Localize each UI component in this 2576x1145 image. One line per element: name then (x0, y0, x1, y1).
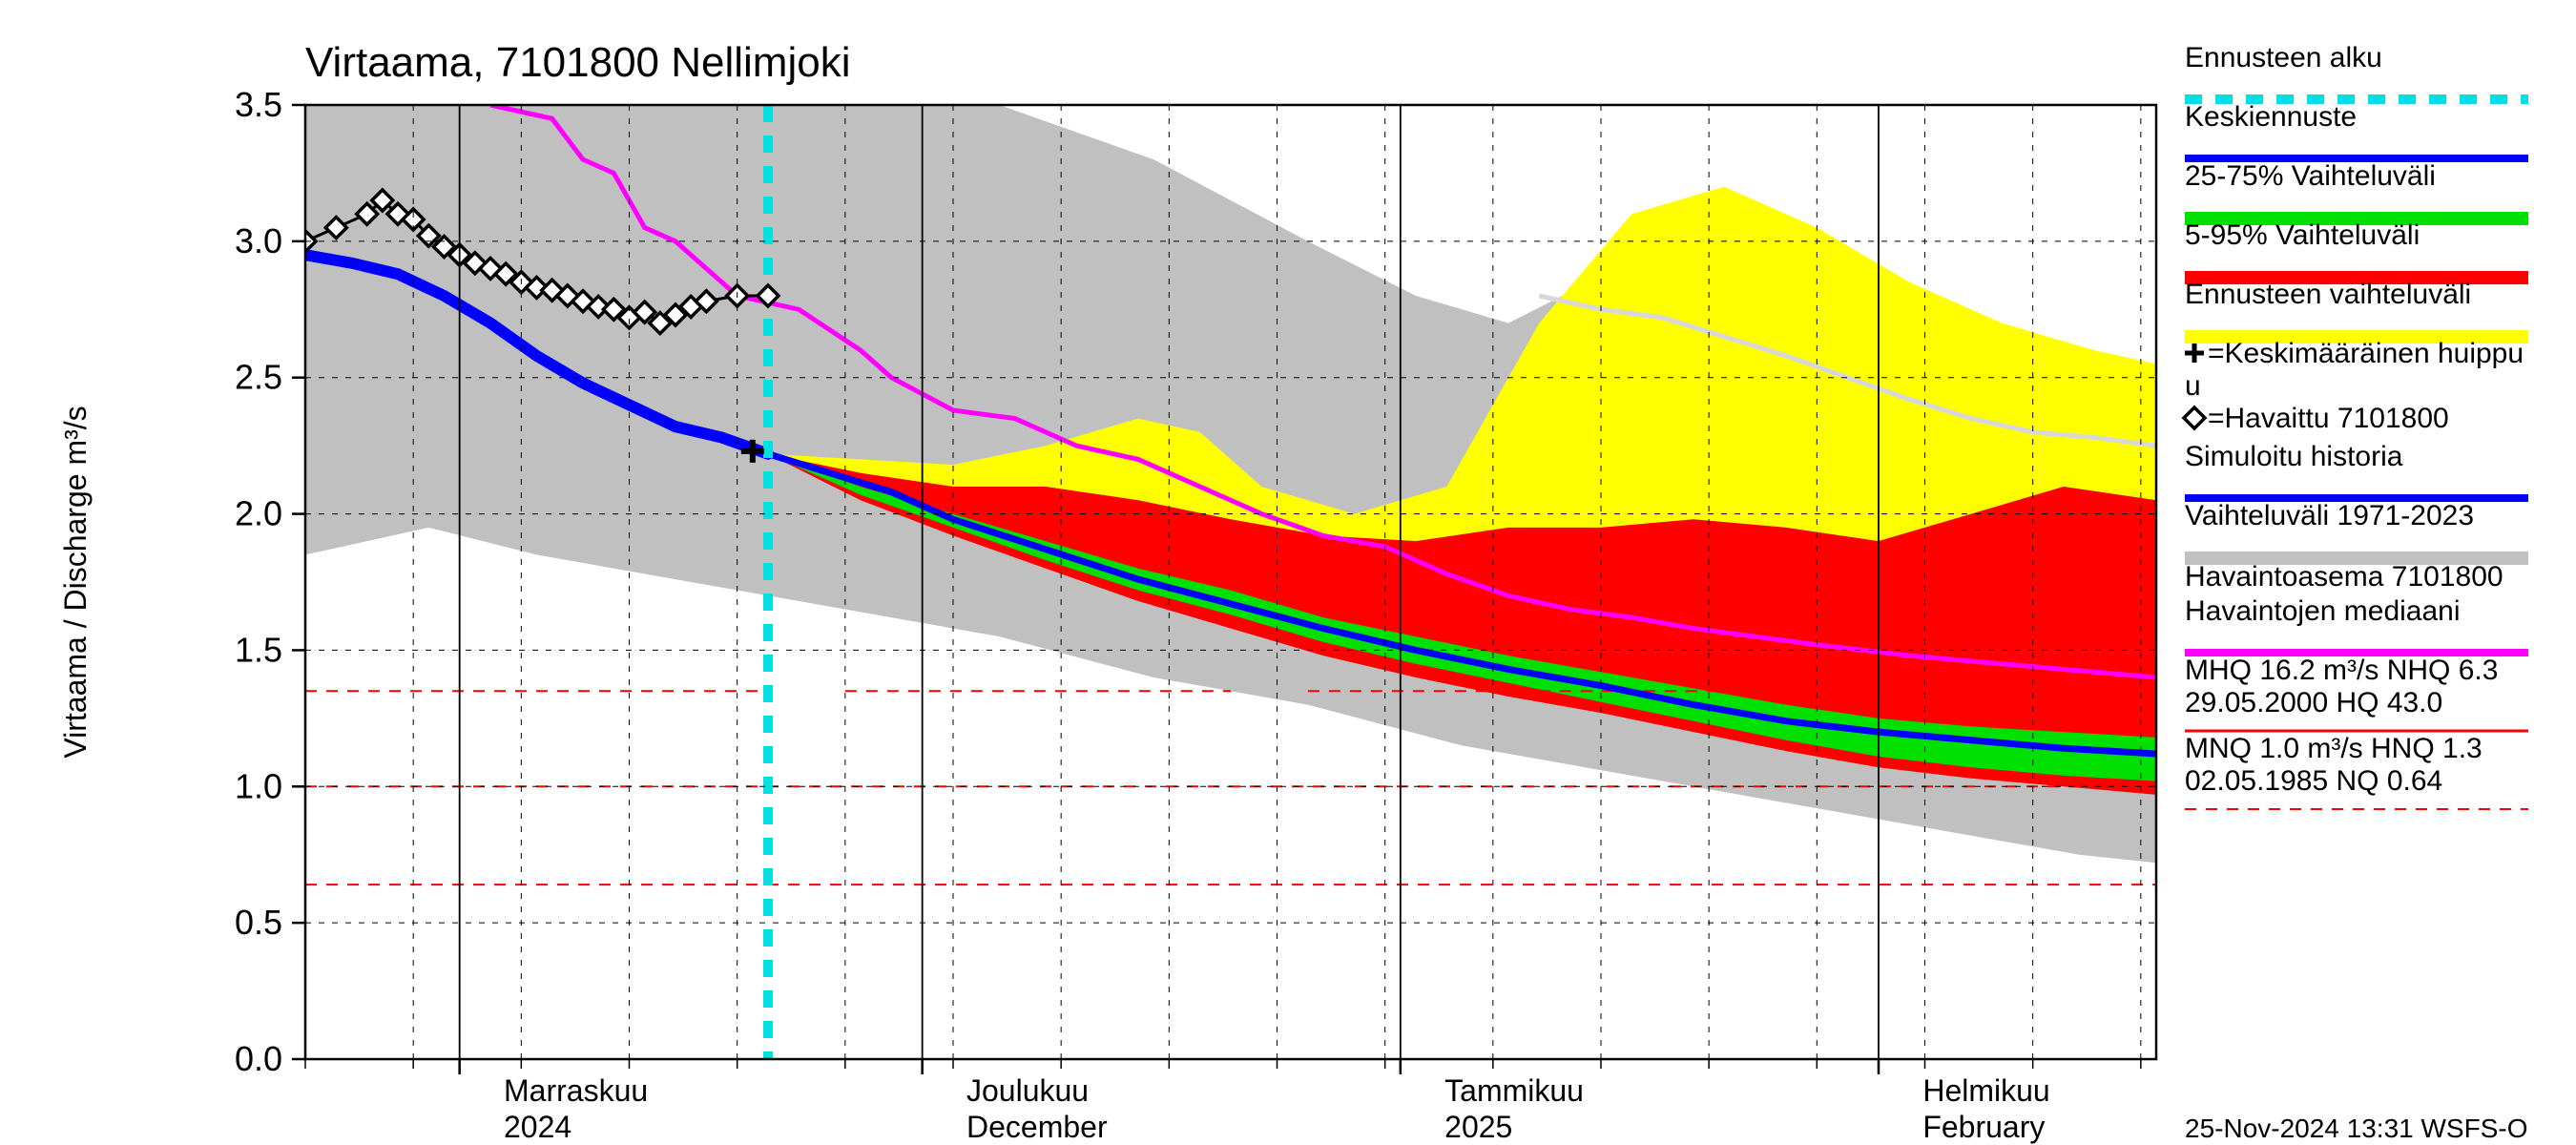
chart-title: Virtaama, 7101800 Nellimjoki (305, 39, 850, 86)
legend-label: 25-75% Vaihteluväli (2185, 160, 2436, 192)
svg-text:Havaintoasema 7101800: Havaintoasema 7101800 (2185, 561, 2503, 593)
svg-text:u: u (2185, 370, 2201, 402)
svg-text:Tammikuu: Tammikuu (1444, 1073, 1584, 1108)
legend-label: MNQ 1.0 m³/s HNQ 1.3 (2185, 733, 2483, 764)
legend-label: Havaintojen mediaani (2185, 595, 2461, 627)
svg-text:29.05.2000 HQ 43.0: 29.05.2000 HQ 43.0 (2185, 687, 2442, 718)
legend: Ennusteen alku Keskiennuste 25-75% Vaihtel… (2184, 42, 2528, 809)
svg-text:1.5: 1.5 (235, 630, 282, 669)
svg-text:0.5: 0.5 (235, 903, 282, 942)
legend-label: =Havaittu 7101800 (2208, 403, 2449, 434)
svg-text:0.0: 0.0 (235, 1039, 282, 1078)
svg-text:3.0: 3.0 (235, 221, 282, 260)
svg-text:Virtaama / Discharge m³/s: Virtaama / Discharge m³/s (58, 406, 93, 758)
legend-label: Ennusteen alku (2185, 42, 2382, 73)
legend-label: 5-95% Vaihteluväli (2185, 219, 2420, 251)
discharge-chart: Virtaama, 7101800 Nellimjoki 0.0 0.5 1.0 1.5… (0, 0, 2576, 1145)
svg-text:02.05.1985 NQ 0.64: 02.05.1985 NQ 0.64 (2185, 765, 2442, 797)
legend-label: Ennusteen vaihteluväli (2185, 279, 2471, 310)
svg-text:February: February (1922, 1110, 2045, 1144)
legend-label: Simuloitu historia (2185, 441, 2403, 472)
svg-text:December: December (966, 1110, 1108, 1144)
legend-label: Vaihteluväli 1971-2023 (2185, 500, 2474, 531)
svg-text:Helmikuu: Helmikuu (1922, 1073, 2049, 1108)
svg-text:3.5: 3.5 (235, 85, 282, 124)
svg-text:Joulukuu: Joulukuu (966, 1073, 1089, 1108)
legend-label: MHQ 16.2 m³/s NHQ 6.3 (2185, 655, 2498, 686)
svg-text:2.0: 2.0 (235, 494, 282, 533)
svg-text:2025: 2025 (1444, 1110, 1512, 1144)
svg-text:2024: 2024 (504, 1110, 571, 1144)
svg-text:Marraskuu: Marraskuu (504, 1073, 648, 1108)
legend-label: =Keskimääräinen huippu (2208, 338, 2524, 369)
legend-label: Keskiennuste (2185, 101, 2357, 133)
svg-text:2.5: 2.5 (235, 358, 282, 397)
chart-container: Virtaama, 7101800 Nellimjoki 0.0 0.5 1.0 1.5… (0, 0, 2576, 1145)
timestamp-footer: 25-Nov-2024 13:31 WSFS-O (2185, 1114, 2528, 1143)
svg-text:1.0: 1.0 (235, 766, 282, 805)
